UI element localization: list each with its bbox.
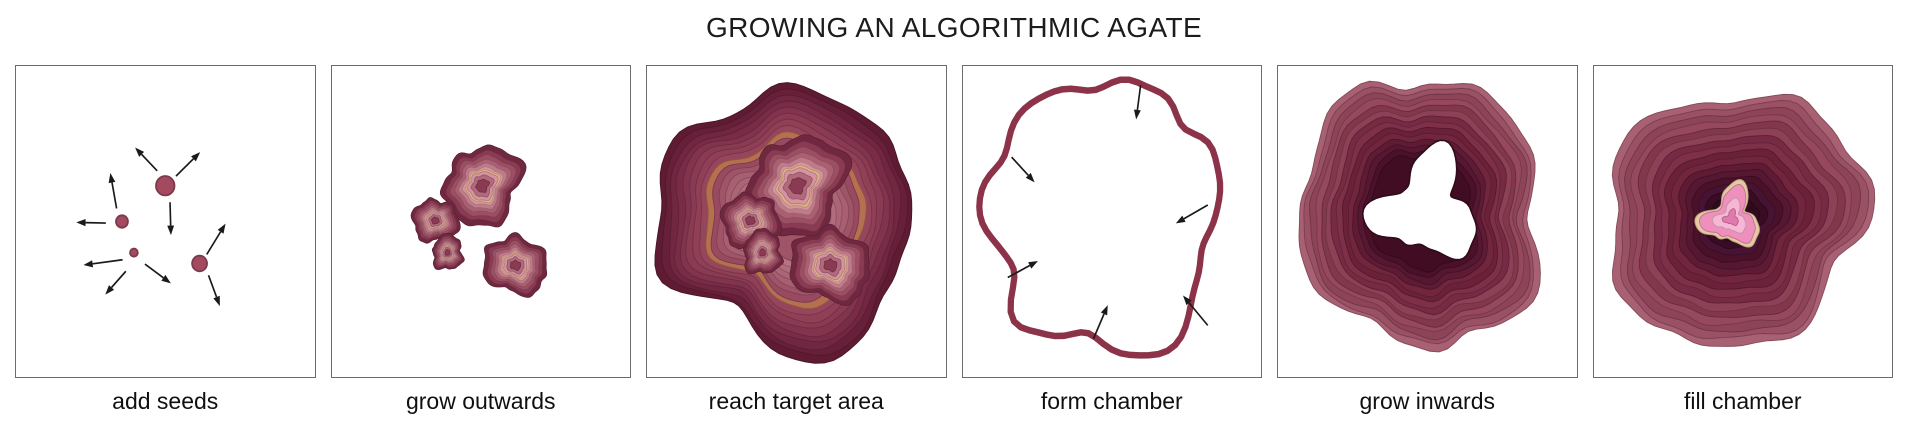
fill-chamber-figure [1611,93,1875,347]
page-title: GROWING AN ALGORITHMIC AGATE [705,12,1203,43]
grow-inwards-figure [1298,80,1541,353]
reach-target-area-figure [654,82,913,364]
panel-fill-chamber: fill chamber [1592,65,1893,416]
panel-form-chamber: form chamber [961,65,1262,416]
panel-grow-outwards: grow outwards [330,65,631,416]
panel-label-add-seeds: add seeds [112,388,219,414]
panel-grow-inwards: grow inwards [1277,65,1578,416]
panels-row: add seeds grow outwards reach target are… [0,65,1908,416]
panel-reach-target-area: reach target area [646,65,947,416]
panel-label-fill-chamber: fill chamber [1683,388,1802,414]
panel-add-seeds: add seeds [15,65,316,416]
panel-label-grow-inwards: grow inwards [1359,388,1496,414]
panel-label-reach-target-area: reach target area [708,388,884,414]
form-chamber-figure [975,76,1223,359]
panel-box-form-chamber [961,65,1262,378]
panel-label-grow-outwards: grow outwards [405,388,556,414]
panel-box-add-seeds [15,65,316,378]
add-seeds-figure [76,147,226,307]
panel-box-reach-target-area [646,65,947,378]
panel-label-form-chamber: form chamber [1040,388,1183,414]
panel-box-grow-inwards [1277,65,1578,378]
panel-box-grow-outwards [330,65,631,378]
grow-outwards-figure [410,144,547,298]
panel-box-fill-chamber [1592,65,1893,378]
